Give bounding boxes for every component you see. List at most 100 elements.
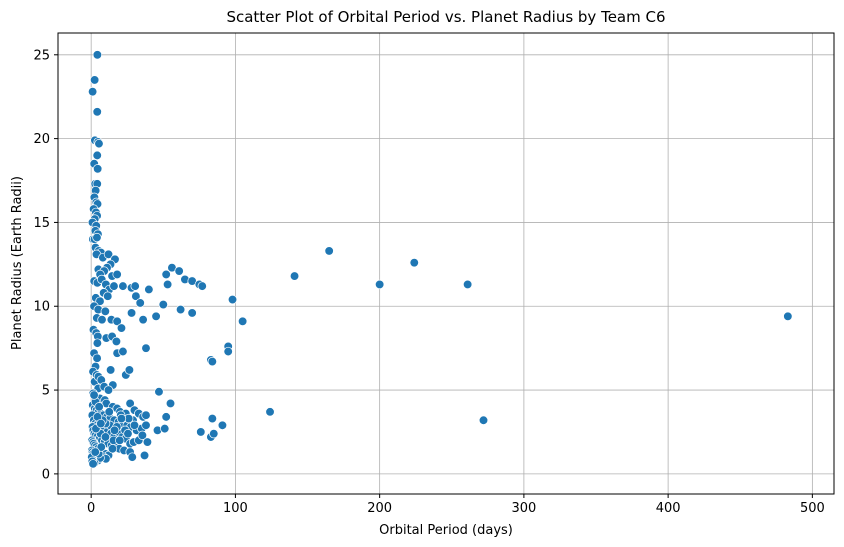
data-point [87,87,98,97]
data-point [209,429,219,439]
data-point [109,425,120,435]
data-point [92,232,102,243]
data-point [141,343,151,353]
data-point [197,281,207,291]
y-tick-label: 0 [42,467,50,482]
data-point [154,387,164,397]
x-axis-label: Orbital Period (days) [379,523,513,538]
data-point [103,385,114,395]
data-point [265,407,275,417]
data-point [116,323,127,333]
grid [58,33,834,494]
data-point [92,50,103,60]
data-point [92,338,103,348]
plot-area [58,33,834,494]
data-point [174,266,184,276]
data-point [96,442,106,452]
data-point [783,311,793,321]
data-point [92,107,102,117]
data-point [131,291,141,301]
data-point [89,390,99,400]
data-point [103,249,114,259]
y-axis-label: Planet Radius (Earth Radii) [10,176,25,350]
x-tick-label: 500 [800,501,825,516]
data-point [116,413,127,424]
data-point [100,432,111,442]
data-point [92,353,102,363]
data-point [141,420,151,430]
data-point [130,281,140,291]
data-point [94,402,104,412]
data-point [92,150,102,161]
data-point [100,306,110,316]
x-tick-label: 200 [367,501,392,516]
data-point [135,298,145,308]
data-point [137,430,148,440]
data-point [127,452,137,462]
data-point [144,284,154,295]
plot-frame [57,32,835,495]
data-point [123,429,133,439]
data-point [90,447,100,457]
data-point [141,410,151,420]
y-tick-label: 5 [42,384,50,399]
data-point [111,336,122,347]
data-point [223,346,233,357]
data-point [160,423,170,434]
data-point [112,316,122,326]
data-point [162,279,173,290]
chart-title: Scatter Plot of Orbital Period vs. Plane… [226,8,665,26]
data-point [138,315,148,325]
data-point [462,279,473,290]
data-point [125,398,135,409]
data-point [165,398,176,409]
data-point [126,308,137,318]
data-point [175,304,186,315]
data-point [118,346,128,357]
data-point [142,437,153,447]
data-point [118,281,128,291]
data-points [87,50,793,469]
data-point [94,138,104,149]
data-point [107,444,118,454]
data-point [158,299,168,310]
x-tick-label: 100 [223,501,248,516]
y-tick-label: 10 [33,300,50,315]
data-point [227,294,238,305]
x-tick-label: 300 [511,501,536,516]
data-point [112,269,122,280]
y-tick-label: 20 [33,132,50,147]
data-point [207,356,217,367]
data-point [97,315,107,325]
data-point [409,258,419,268]
data-point [207,413,217,424]
data-point [104,407,114,417]
data-point [93,164,103,174]
data-point [124,365,135,375]
data-point [289,271,300,281]
data-point [161,269,171,280]
data-point [89,75,100,85]
y-tick-label: 25 [33,48,50,63]
axis-ticks: 0 100 200 300 400 500 0 5 10 15 20 25 [33,48,824,516]
data-point [139,450,150,461]
x-tick-label: 400 [656,501,681,516]
x-tick-label: 0 [87,501,95,516]
data-point [196,427,206,437]
data-point [324,246,334,256]
data-point [109,281,119,291]
data-point [187,308,197,318]
data-point [217,420,228,430]
data-point [129,420,140,430]
data-point [237,316,248,326]
data-point [375,279,385,290]
data-point [103,291,113,301]
data-point [96,418,106,429]
data-point [161,412,171,422]
data-point [105,365,116,375]
data-point [151,311,161,321]
data-point [115,435,125,446]
data-point [478,415,489,425]
y-tick-label: 15 [33,216,50,231]
